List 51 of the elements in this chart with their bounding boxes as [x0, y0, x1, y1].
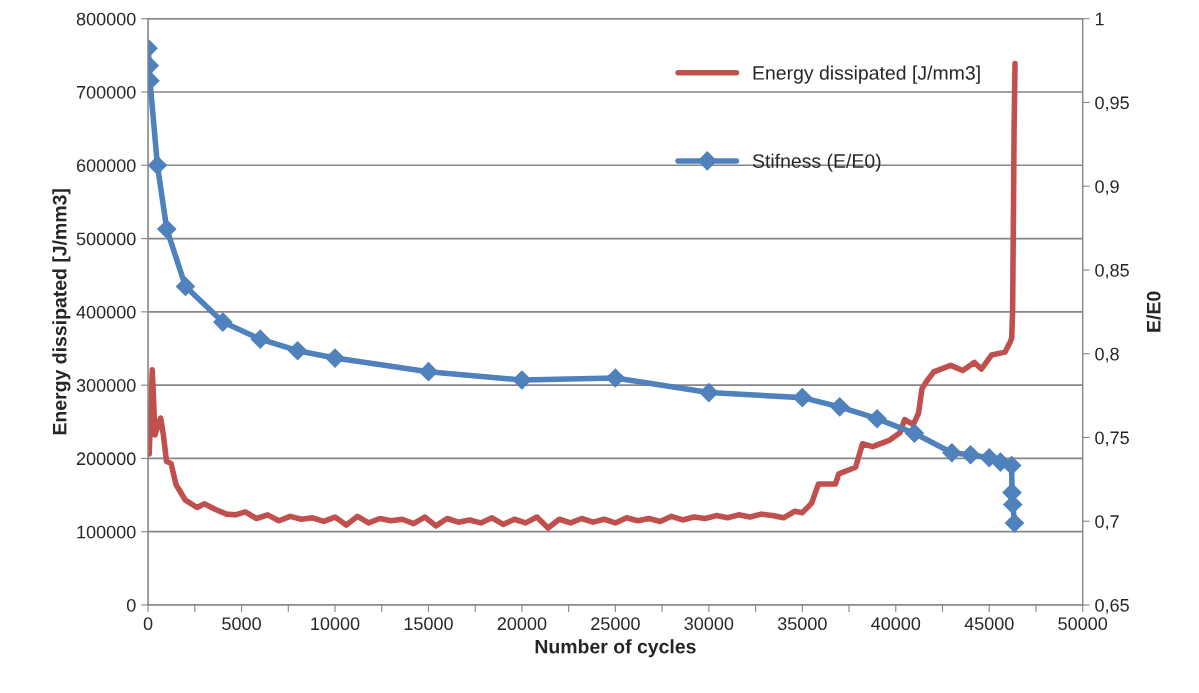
point	[867, 408, 887, 429]
x-axis-title: Number of cycles	[535, 639, 696, 658]
y2-tick-label: 0,95	[1095, 96, 1129, 112]
x-tick-label: 45000	[964, 617, 1014, 631]
point	[213, 312, 233, 332]
x-tick-label: 5000	[222, 617, 261, 631]
point	[148, 155, 168, 176]
y2-tick-label: 0,9	[1095, 180, 1119, 196]
point	[175, 276, 196, 297]
y2-tick-label: 0,85	[1095, 263, 1129, 279]
y2-tick-label: 0,65	[1095, 598, 1129, 614]
y-tick-label: 300000	[76, 379, 136, 392]
x-tick-label: 40000	[871, 617, 921, 631]
y2-tick-label: 0,75	[1095, 431, 1129, 447]
y2-tick-label: 0,8	[1095, 347, 1119, 363]
point	[250, 329, 271, 349]
legend-label: Energy dissipated [J/mm3]	[753, 65, 980, 84]
y-tick-label: 800000	[76, 12, 136, 26]
x-tick-label: 0	[143, 617, 153, 631]
point	[904, 423, 925, 444]
point	[942, 442, 962, 463]
y-axis-title: Energy dissipated [J/mm3]	[52, 189, 71, 435]
x-tick-label: 20000	[497, 617, 547, 631]
point	[792, 387, 813, 408]
point	[1004, 513, 1025, 533]
y-tick-label: 700000	[76, 85, 136, 99]
point	[960, 444, 981, 465]
point	[829, 397, 850, 417]
x-tick-label: 25000	[591, 617, 640, 631]
y-tick-label: 200000	[76, 452, 136, 466]
y-tick-label: 0	[126, 598, 136, 612]
x-tick-label: 30000	[684, 617, 734, 631]
point	[156, 219, 177, 239]
point	[287, 340, 308, 361]
y2-axis-title: E/E0	[1146, 291, 1161, 332]
x-tick-label: 50000	[1058, 617, 1108, 631]
y-tick-label: 100000	[77, 525, 136, 539]
y-tick-label: 400000	[76, 305, 136, 319]
point	[418, 361, 439, 382]
x-tick-label: 35000	[777, 617, 827, 631]
x-tick-label: 10000	[311, 617, 360, 631]
point	[699, 382, 719, 403]
y-tick-label: 600000	[76, 159, 136, 172]
y-tick-label: 500000	[76, 232, 136, 246]
x-tick-label: 15000	[404, 617, 453, 631]
point	[605, 368, 626, 388]
y2-tick-label: 1	[1095, 12, 1104, 26]
point	[325, 348, 345, 368]
point	[1001, 455, 1022, 476]
point	[512, 370, 532, 390]
y2-tick-label: 0,7	[1095, 515, 1119, 531]
